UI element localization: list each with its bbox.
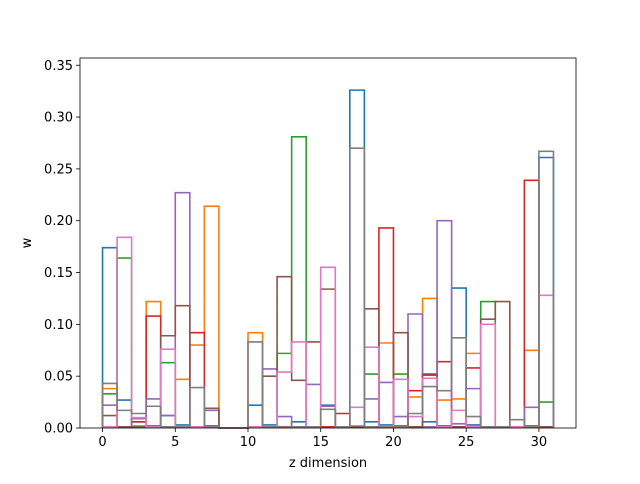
y-tick-label: 0.15 — [44, 266, 73, 281]
x-tick-label: 0 — [98, 435, 106, 450]
plot-area-frame — [79, 57, 577, 429]
x-axis-label: z dimension — [289, 456, 367, 471]
plot-area-background — [80, 58, 576, 428]
x-tick-label: 25 — [458, 435, 475, 450]
x-tick-label: 20 — [385, 435, 402, 450]
x-axis-ticks: 0 5 10 15 20 25 30 — [98, 428, 547, 450]
y-tick-label: 0.25 — [44, 162, 73, 177]
y-axis-label: w — [20, 237, 35, 248]
series-7 — [101, 236, 555, 429]
series-layer — [101, 89, 555, 429]
series-7-step-line — [101, 236, 555, 429]
y-tick-label: 0.00 — [44, 422, 73, 437]
x-tick-label: 15 — [312, 435, 329, 450]
x-tick-label: 30 — [531, 435, 548, 450]
series-8-step-line — [101, 147, 555, 429]
x-tick-label: 10 — [240, 435, 257, 450]
y-tick-label: 0.20 — [44, 214, 73, 229]
y-tick-label: 0.05 — [44, 370, 73, 385]
x-tick-label: 5 — [171, 435, 179, 450]
series-8 — [101, 147, 555, 429]
y-tick-label: 0.30 — [44, 111, 73, 126]
y-tick-label: 0.35 — [44, 59, 73, 74]
y-tick-label: 0.10 — [44, 318, 73, 333]
y-axis-ticks: 0.00 0.05 0.10 0.15 0.20 0.25 0.30 0.35 — [44, 59, 80, 437]
